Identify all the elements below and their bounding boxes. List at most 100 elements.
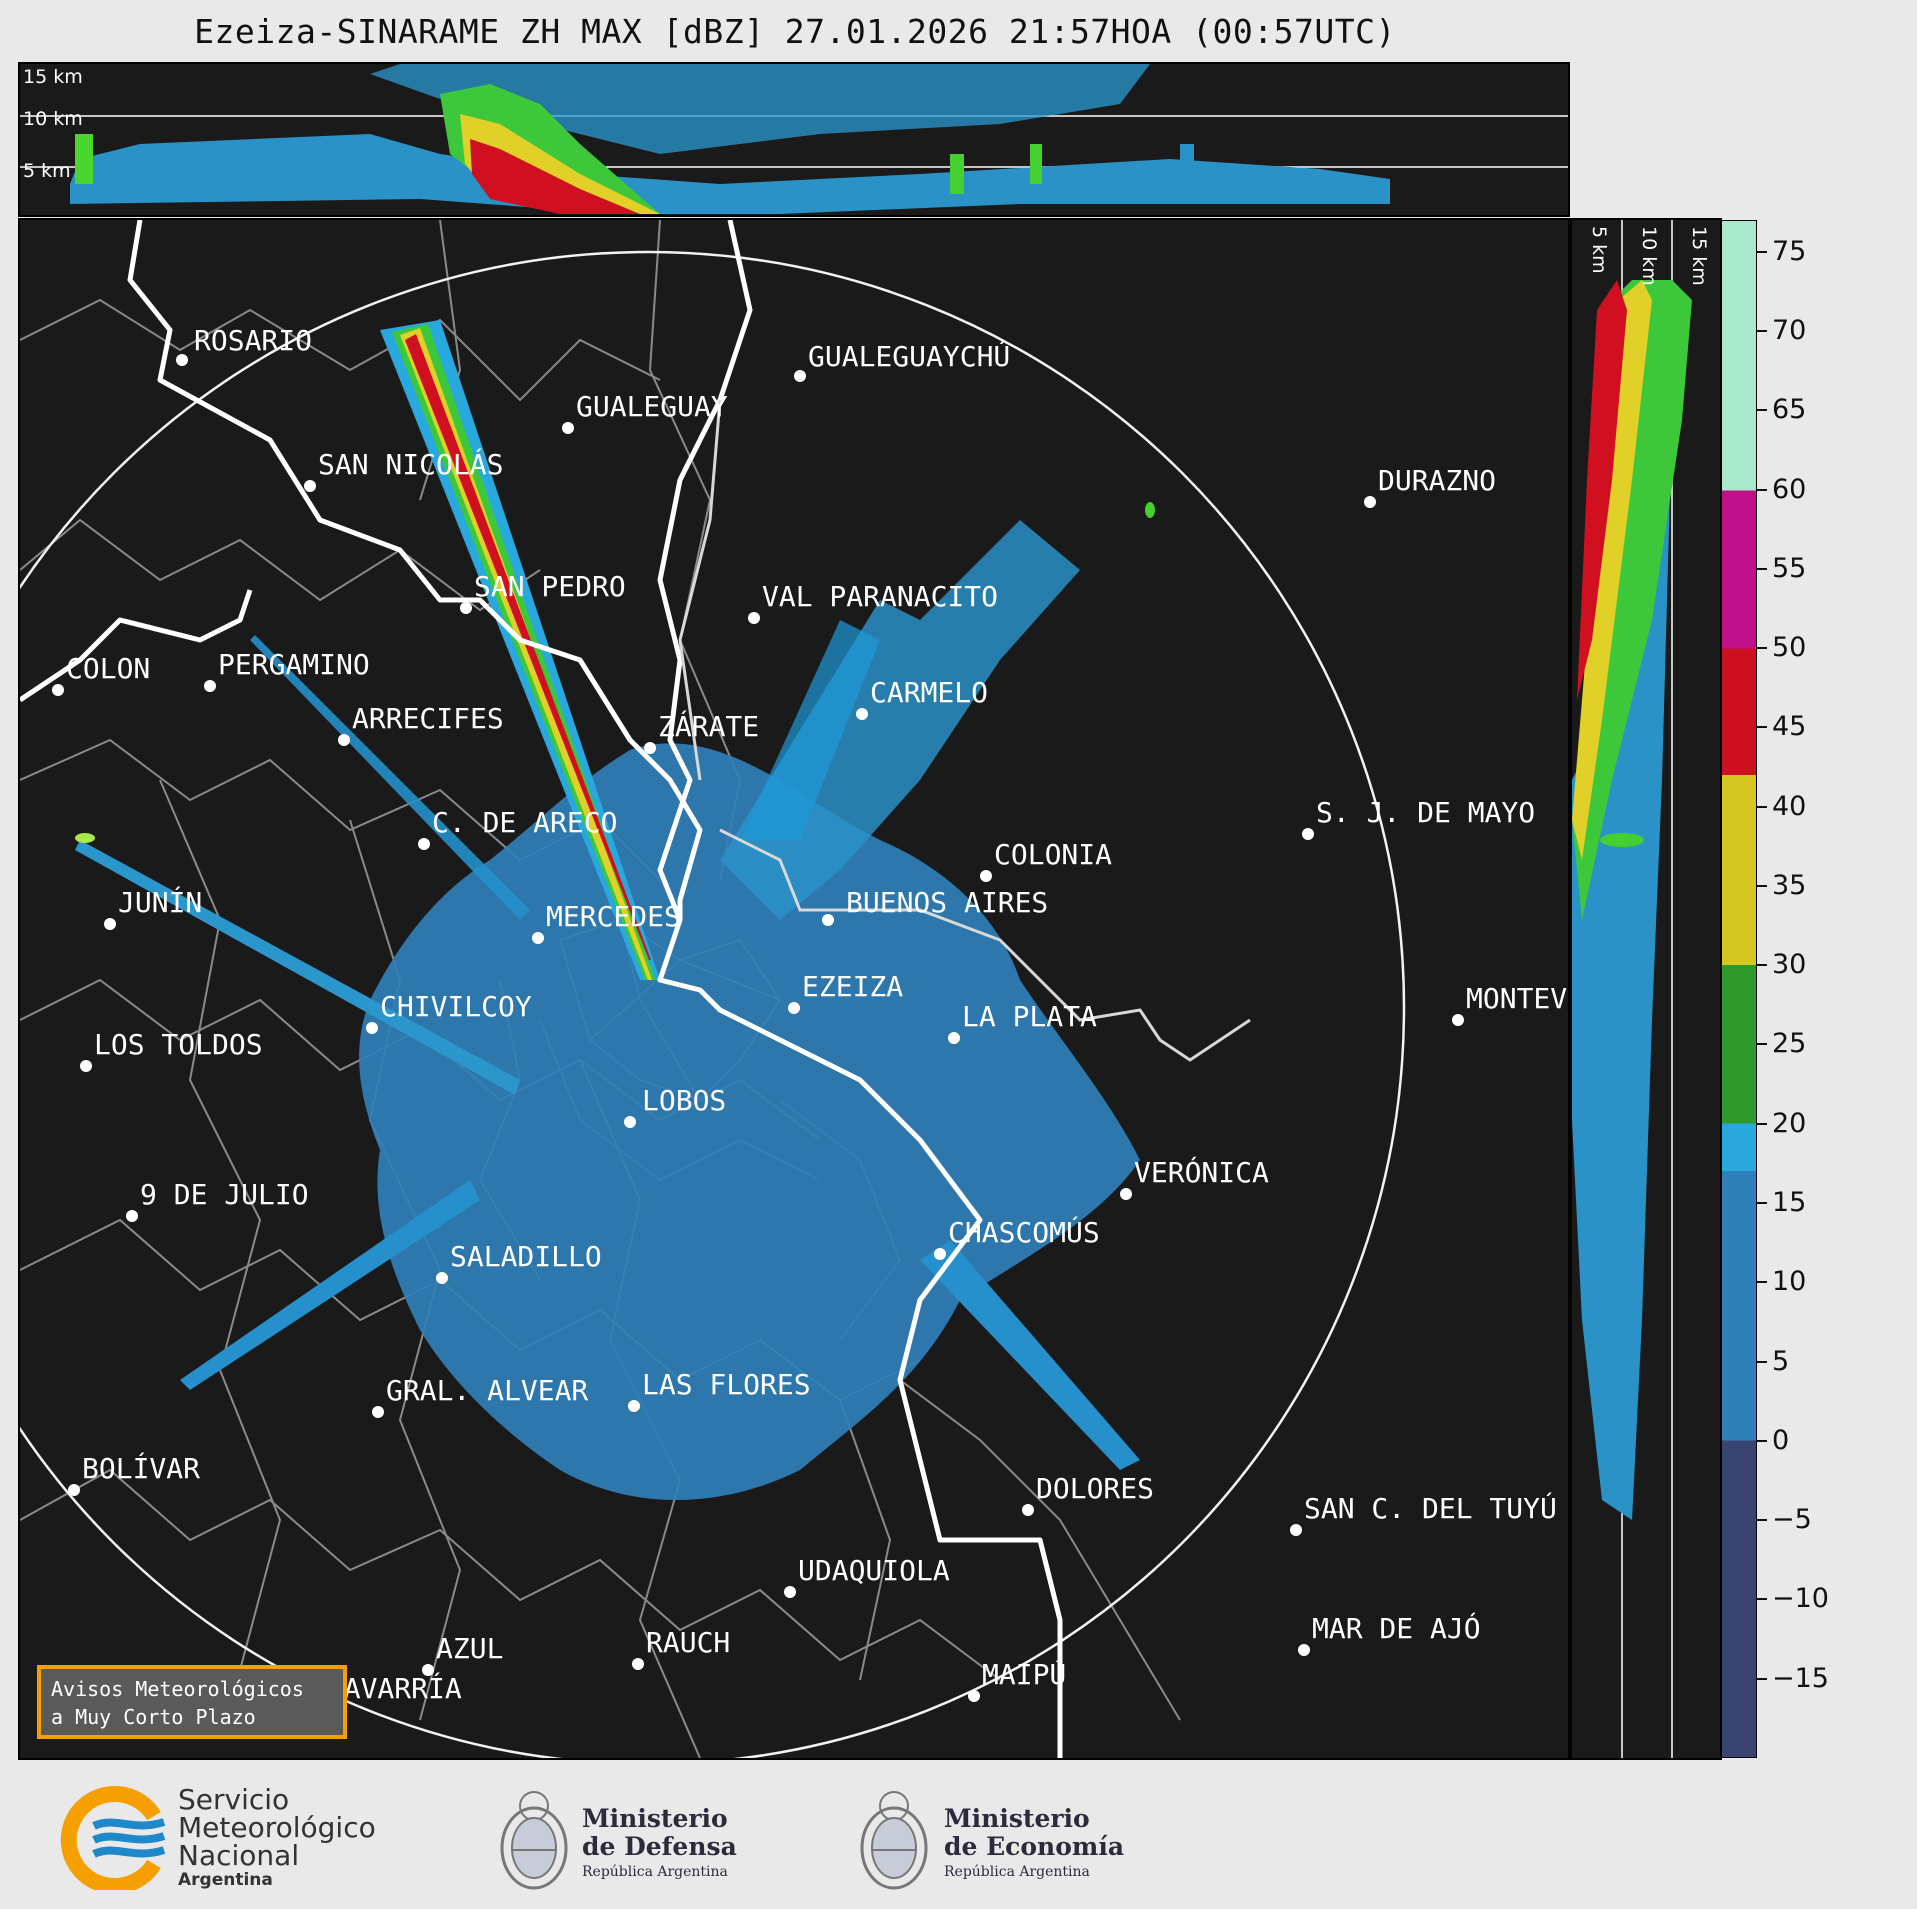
- colorbar-tick-label: −10: [1772, 1583, 1829, 1615]
- city-los-toldos[interactable]: LOS TOLDOS: [80, 1028, 263, 1072]
- colorbar-tick-mark: [1757, 805, 1767, 808]
- top-echo-west-cell: [75, 134, 93, 184]
- city-udaquiola[interactable]: UDAQUIOLA: [784, 1554, 950, 1598]
- side-height-label-15km: 15 km: [1688, 226, 1710, 286]
- colorbar-tick-mark: [1757, 647, 1767, 650]
- city-las-flores[interactable]: LAS FLORES: [628, 1368, 811, 1412]
- city-c-de-areco[interactable]: C. DE ARECO: [418, 806, 617, 850]
- svg-text:VAL PARANACITO: VAL PARANACITO: [762, 580, 998, 613]
- svg-text:EZEIZA: EZEIZA: [802, 970, 903, 1003]
- colorbar-tick-label: 75: [1772, 235, 1807, 267]
- city-zarate[interactable]: ZÁRATE: [644, 709, 759, 754]
- colorbar-tick-mark: [1757, 884, 1767, 887]
- top-height-panel: 15 km 10 km 5 km: [18, 62, 1570, 217]
- colorbar-tick-label: 30: [1772, 949, 1807, 981]
- city-junin[interactable]: JUNÍN: [104, 885, 202, 930]
- colorbar-tick-mark: [1757, 1519, 1767, 1522]
- svg-text:COLON: COLON: [66, 652, 150, 685]
- city-ezeiza[interactable]: EZEIZA: [788, 970, 903, 1014]
- svg-text:CHASCOMÚS: CHASCOMÚS: [948, 1215, 1100, 1249]
- city-colonia[interactable]: COLONIA: [980, 838, 1112, 882]
- city-rosario[interactable]: ROSARIO: [176, 324, 312, 366]
- radar-map[interactable]: ROSARIO GUALEGUAYCHÚ GUALEGUAY SAN NICOL…: [18, 218, 1570, 1760]
- city-colon[interactable]: COLON: [52, 652, 150, 696]
- svg-text:GUALEGUAY: GUALEGUAY: [576, 390, 728, 423]
- smn-logo: Servicio Meteorológico Nacional Argentin…: [58, 1786, 398, 1890]
- svg-text:MAR DE AJÓ: MAR DE AJÓ: [1312, 1611, 1481, 1645]
- major-rivers: [20, 220, 1063, 1758]
- svg-text:LA PLATA: LA PLATA: [962, 1000, 1097, 1033]
- city-carmelo[interactable]: CARMELO: [856, 676, 988, 720]
- city-gral-alvear[interactable]: GRAL. ALVEAR: [372, 1374, 588, 1418]
- top-echo-red: [470, 139, 640, 214]
- economia-logo: Ministerio de Economía República Argenti…: [854, 1776, 1134, 1896]
- svg-text:CARMELO: CARMELO: [870, 676, 988, 709]
- defensa-line-2: de Defensa: [582, 1832, 737, 1861]
- svg-text:GUALEGUAYCHÚ: GUALEGUAYCHÚ: [808, 339, 1010, 373]
- side-echo-yellow: [1572, 280, 1652, 860]
- svg-text:MERCEDES: MERCEDES: [546, 900, 681, 933]
- city-montevideo[interactable]: MONTEVIDEO: [1452, 982, 1568, 1026]
- city-arrecifes[interactable]: ARRECIFES: [338, 702, 504, 746]
- side-echo-red: [1577, 280, 1627, 700]
- svg-text:9 DE JULIO: 9 DE JULIO: [140, 1178, 309, 1211]
- colorbar-tick-mark: [1757, 567, 1767, 570]
- colorbar-tick-mark: [1757, 1202, 1767, 1205]
- side-panel-graphic: [1572, 220, 1692, 1758]
- height-label-10km: 10 km: [23, 108, 83, 130]
- city-durazno[interactable]: DURAZNO: [1364, 464, 1496, 508]
- colorbar-tick-label: 15: [1772, 1187, 1807, 1219]
- city-pergamino[interactable]: PERGAMINO: [204, 648, 370, 692]
- colorbar-tick-mark: [1757, 964, 1767, 967]
- city-val-paranacito[interactable]: VAL PARANACITO: [748, 580, 998, 624]
- svg-text:PERGAMINO: PERGAMINO: [218, 648, 370, 681]
- city-buenos-aires[interactable]: BUENOS AIRES: [822, 886, 1048, 926]
- city-maipu[interactable]: MAIPÚ: [968, 1657, 1066, 1702]
- city-gualeguaychu[interactable]: GUALEGUAYCHÚ: [794, 339, 1010, 382]
- city-san-pedro[interactable]: SAN PEDRO: [460, 570, 626, 614]
- colorbar-tick-label: −15: [1772, 1662, 1829, 1694]
- city-san-c-del-tuyu[interactable]: SAN C. DEL TUYÚ: [1290, 1491, 1557, 1536]
- svg-text:ARRECIFES: ARRECIFES: [352, 702, 504, 735]
- colorbar-tick-mark: [1757, 1360, 1767, 1363]
- city-chivilcoy[interactable]: CHIVILCOY: [366, 990, 532, 1034]
- city-gualeguay[interactable]: GUALEGUAY: [562, 390, 728, 434]
- city-layer: ROSARIO GUALEGUAYCHÚ GUALEGUAY SAN NICOL…: [52, 324, 1568, 1716]
- coat-of-arms-icon: [860, 1791, 928, 1890]
- smn-line-3: Nacional: [178, 1839, 300, 1872]
- top-echo-upper: [370, 64, 1150, 154]
- svg-text:GRAL. ALVEAR: GRAL. ALVEAR: [386, 1374, 588, 1407]
- height-label-15km: 15 km: [23, 66, 83, 88]
- svg-text:LOBOS: LOBOS: [642, 1084, 726, 1117]
- colorbar-tick-mark: [1757, 726, 1767, 729]
- city-san-nicolas[interactable]: SAN NICOLÁS: [304, 447, 503, 492]
- city-lobos[interactable]: LOBOS: [624, 1084, 726, 1128]
- warning-line-2: a Muy Corto Plazo: [51, 1705, 256, 1729]
- city-rauch[interactable]: RAUCH: [632, 1626, 730, 1670]
- colorbar-tick-label: 70: [1772, 314, 1807, 346]
- svg-text:SAN C. DEL TUYÚ: SAN C. DEL TUYÚ: [1304, 1491, 1557, 1525]
- svg-text:RAUCH: RAUCH: [646, 1626, 730, 1659]
- city-mar-de-ajo[interactable]: MAR DE AJÓ: [1298, 1611, 1481, 1656]
- city-bolivar[interactable]: BOLÍVAR: [68, 1451, 200, 1496]
- warning-box[interactable]: Avisos Meteorológicos a Muy Corto Plazo: [37, 1665, 347, 1739]
- city-veronica[interactable]: VERÓNICA: [1120, 1155, 1269, 1200]
- city-saladillo[interactable]: SALADILLO: [436, 1240, 602, 1284]
- city-mercedes[interactable]: MERCEDES: [532, 900, 681, 944]
- city-9-de-julio[interactable]: 9 DE JULIO: [126, 1178, 309, 1222]
- smn-line-1: Servicio: [178, 1783, 290, 1816]
- city-dolores[interactable]: DOLORES: [1022, 1472, 1154, 1516]
- city-sj-de-mayo[interactable]: S. J. DE MAYO: [1302, 796, 1535, 840]
- top-echo-cell-3: [1180, 144, 1194, 184]
- city-chascomus[interactable]: CHASCOMÚS: [934, 1215, 1100, 1260]
- colorbar-tick-mark: [1757, 1677, 1767, 1680]
- svg-text:C. DE ARECO: C. DE ARECO: [432, 806, 617, 839]
- city-la-plata[interactable]: LA PLATA: [948, 1000, 1097, 1044]
- chart-title: Ezeiza-SINARAME ZH MAX [dBZ] 27.01.2026 …: [194, 12, 1396, 51]
- colorbar-tick-mark: [1757, 1281, 1767, 1284]
- top-echo-cell-1: [950, 154, 964, 194]
- city-azul[interactable]: AZUL: [422, 1632, 503, 1676]
- svg-text:CHIVILCOY: CHIVILCOY: [380, 990, 532, 1023]
- radar-map-graphic: ROSARIO GUALEGUAYCHÚ GUALEGUAY SAN NICOL…: [20, 220, 1568, 1758]
- economia-line-2: de Economía: [944, 1832, 1125, 1861]
